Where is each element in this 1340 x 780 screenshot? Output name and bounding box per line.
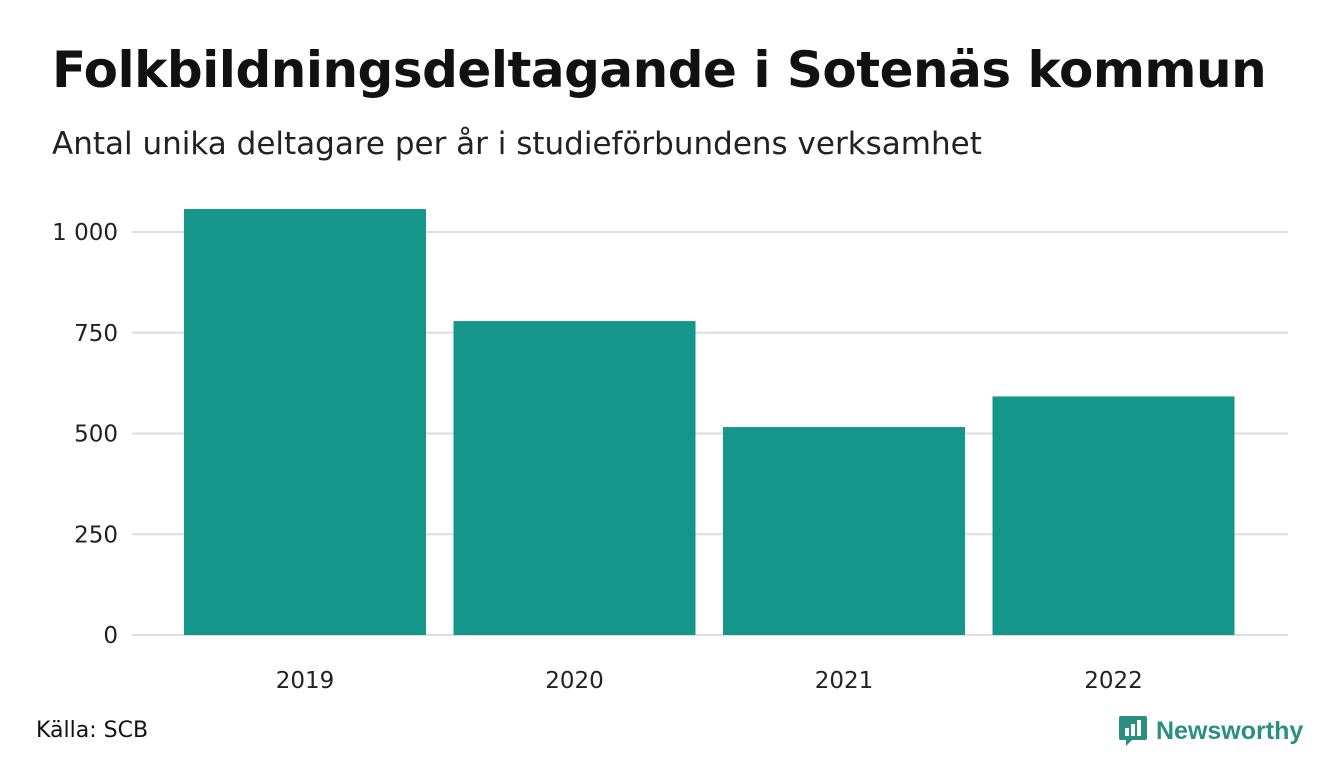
brand-name: Newsworthy [1156, 716, 1304, 745]
chart-subtitle: Antal unika deltagare per år i studieför… [52, 126, 982, 162]
bars [184, 209, 1235, 636]
newsworthy-logo-icon [1119, 716, 1147, 746]
bar-2022 [992, 396, 1235, 635]
x-axis: 2019 2020 2021 2022 [276, 668, 1143, 694]
y-tick-label: 750 [74, 321, 118, 347]
chart-title: Folkbildningsdeltagande i Sotenäs kommun [52, 41, 1267, 99]
y-tick-label: 1 000 [52, 220, 118, 246]
y-tick-label: 500 [74, 422, 118, 448]
y-tick-label: 0 [103, 623, 118, 649]
bar-2019 [184, 209, 426, 636]
bar-2021 [723, 427, 965, 635]
x-tick-label: 2022 [1084, 668, 1143, 694]
bar-2020 [453, 321, 696, 635]
y-tick-label: 250 [74, 522, 118, 548]
x-tick-label: 2019 [276, 668, 335, 694]
brand-logo: Newsworthy [1118, 714, 1303, 748]
source-note: Källa: SCB [36, 718, 149, 743]
y-axis: 0 250 500 750 1 000 [52, 220, 118, 649]
x-tick-label: 2021 [815, 668, 874, 694]
x-tick-label: 2020 [545, 668, 604, 694]
